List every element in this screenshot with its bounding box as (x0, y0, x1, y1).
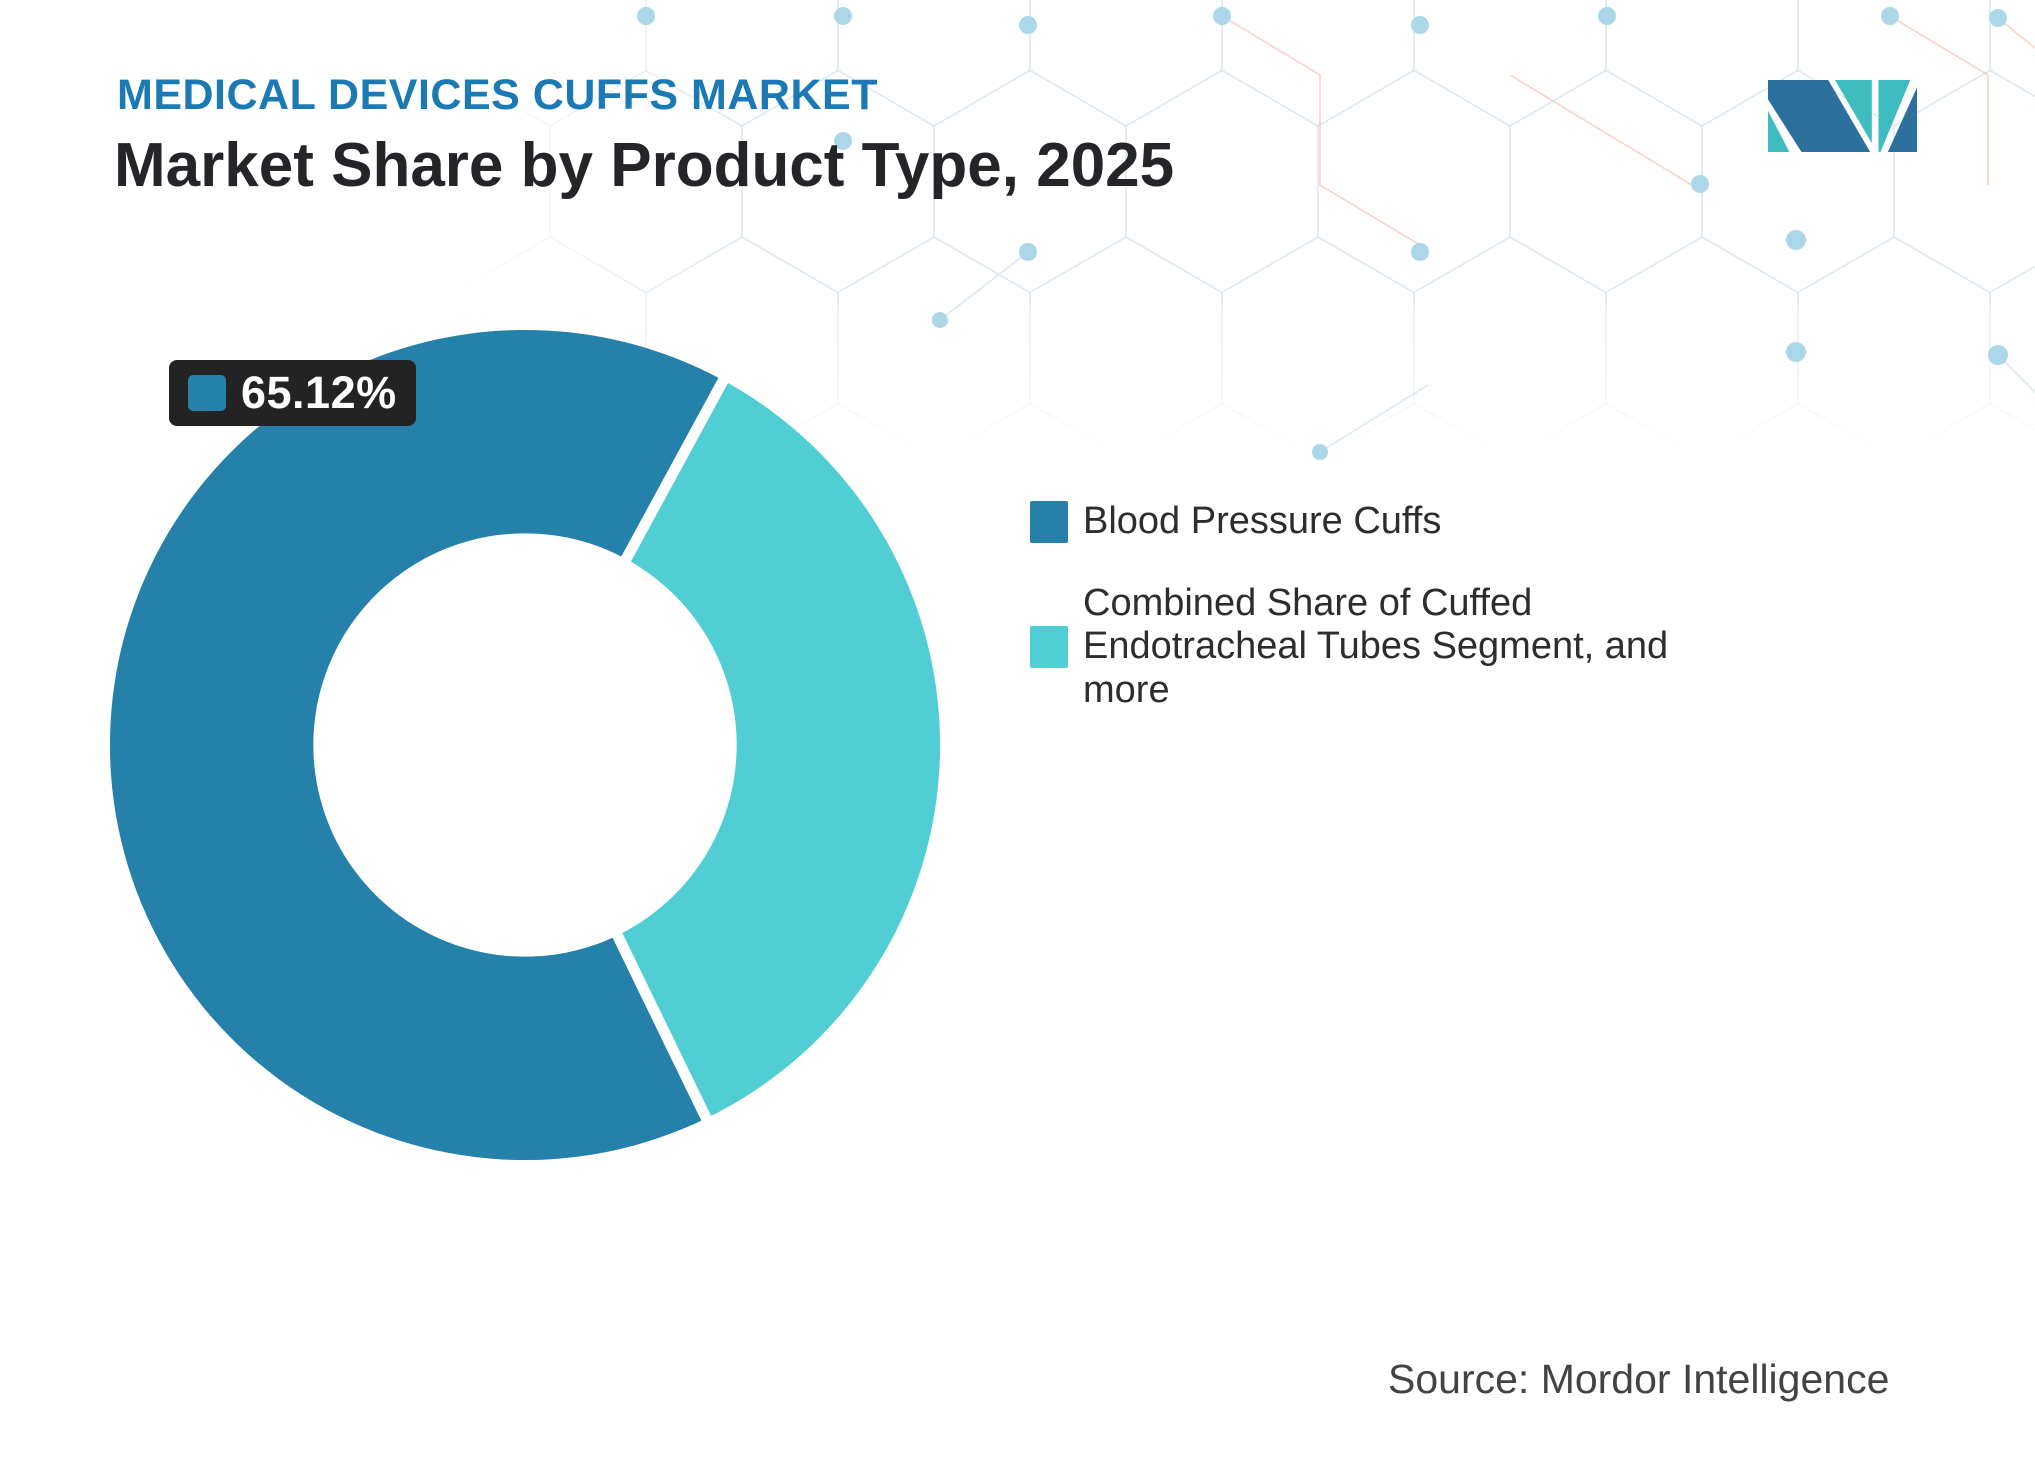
logo-teal-middle (1834, 80, 1872, 144)
mordor-intelligence-logo (1768, 80, 1917, 152)
legend-item-combined-share: Combined Share of Cuffed Endotracheal Tu… (1030, 582, 1668, 712)
value-badge-swatch (188, 375, 226, 411)
logo-teal-left (1768, 110, 1790, 152)
source-attribution: Source: Mordor Intelligence (1388, 1356, 1890, 1402)
slice-gap (617, 369, 733, 570)
value-badge-label: 65.12% (241, 367, 397, 418)
slice-gap (608, 925, 716, 1129)
legend-label: Blood Pressure Cuffs (1083, 500, 1442, 542)
donut-chart-svg (109, 329, 941, 1161)
value-badge: 65.12% (169, 360, 416, 426)
legend-swatch-teal (1030, 625, 1068, 668)
donut-chart (105, 325, 945, 1165)
legend-swatch-blue (1030, 500, 1068, 543)
logo-dark-shape (1768, 80, 1871, 152)
logo-dark-right (1887, 87, 1917, 152)
donut-slice-1 (617, 380, 941, 1119)
legend-label: Combined Share of Cuffed Endotracheal Tu… (1083, 582, 1669, 711)
report-kicker: MEDICAL DEVICES CUFFS MARKET (117, 71, 878, 119)
legend-item-blood-pressure-cuffs: Blood Pressure Cuffs (1030, 500, 1441, 543)
pattern-dots (637, 7, 2008, 460)
page-title: Market Share by Product Type, 2025 (114, 131, 1175, 200)
accent-lines (1221, 15, 2035, 246)
logo-teal-right (1878, 80, 1911, 152)
donut-slice-0 (109, 329, 724, 1161)
